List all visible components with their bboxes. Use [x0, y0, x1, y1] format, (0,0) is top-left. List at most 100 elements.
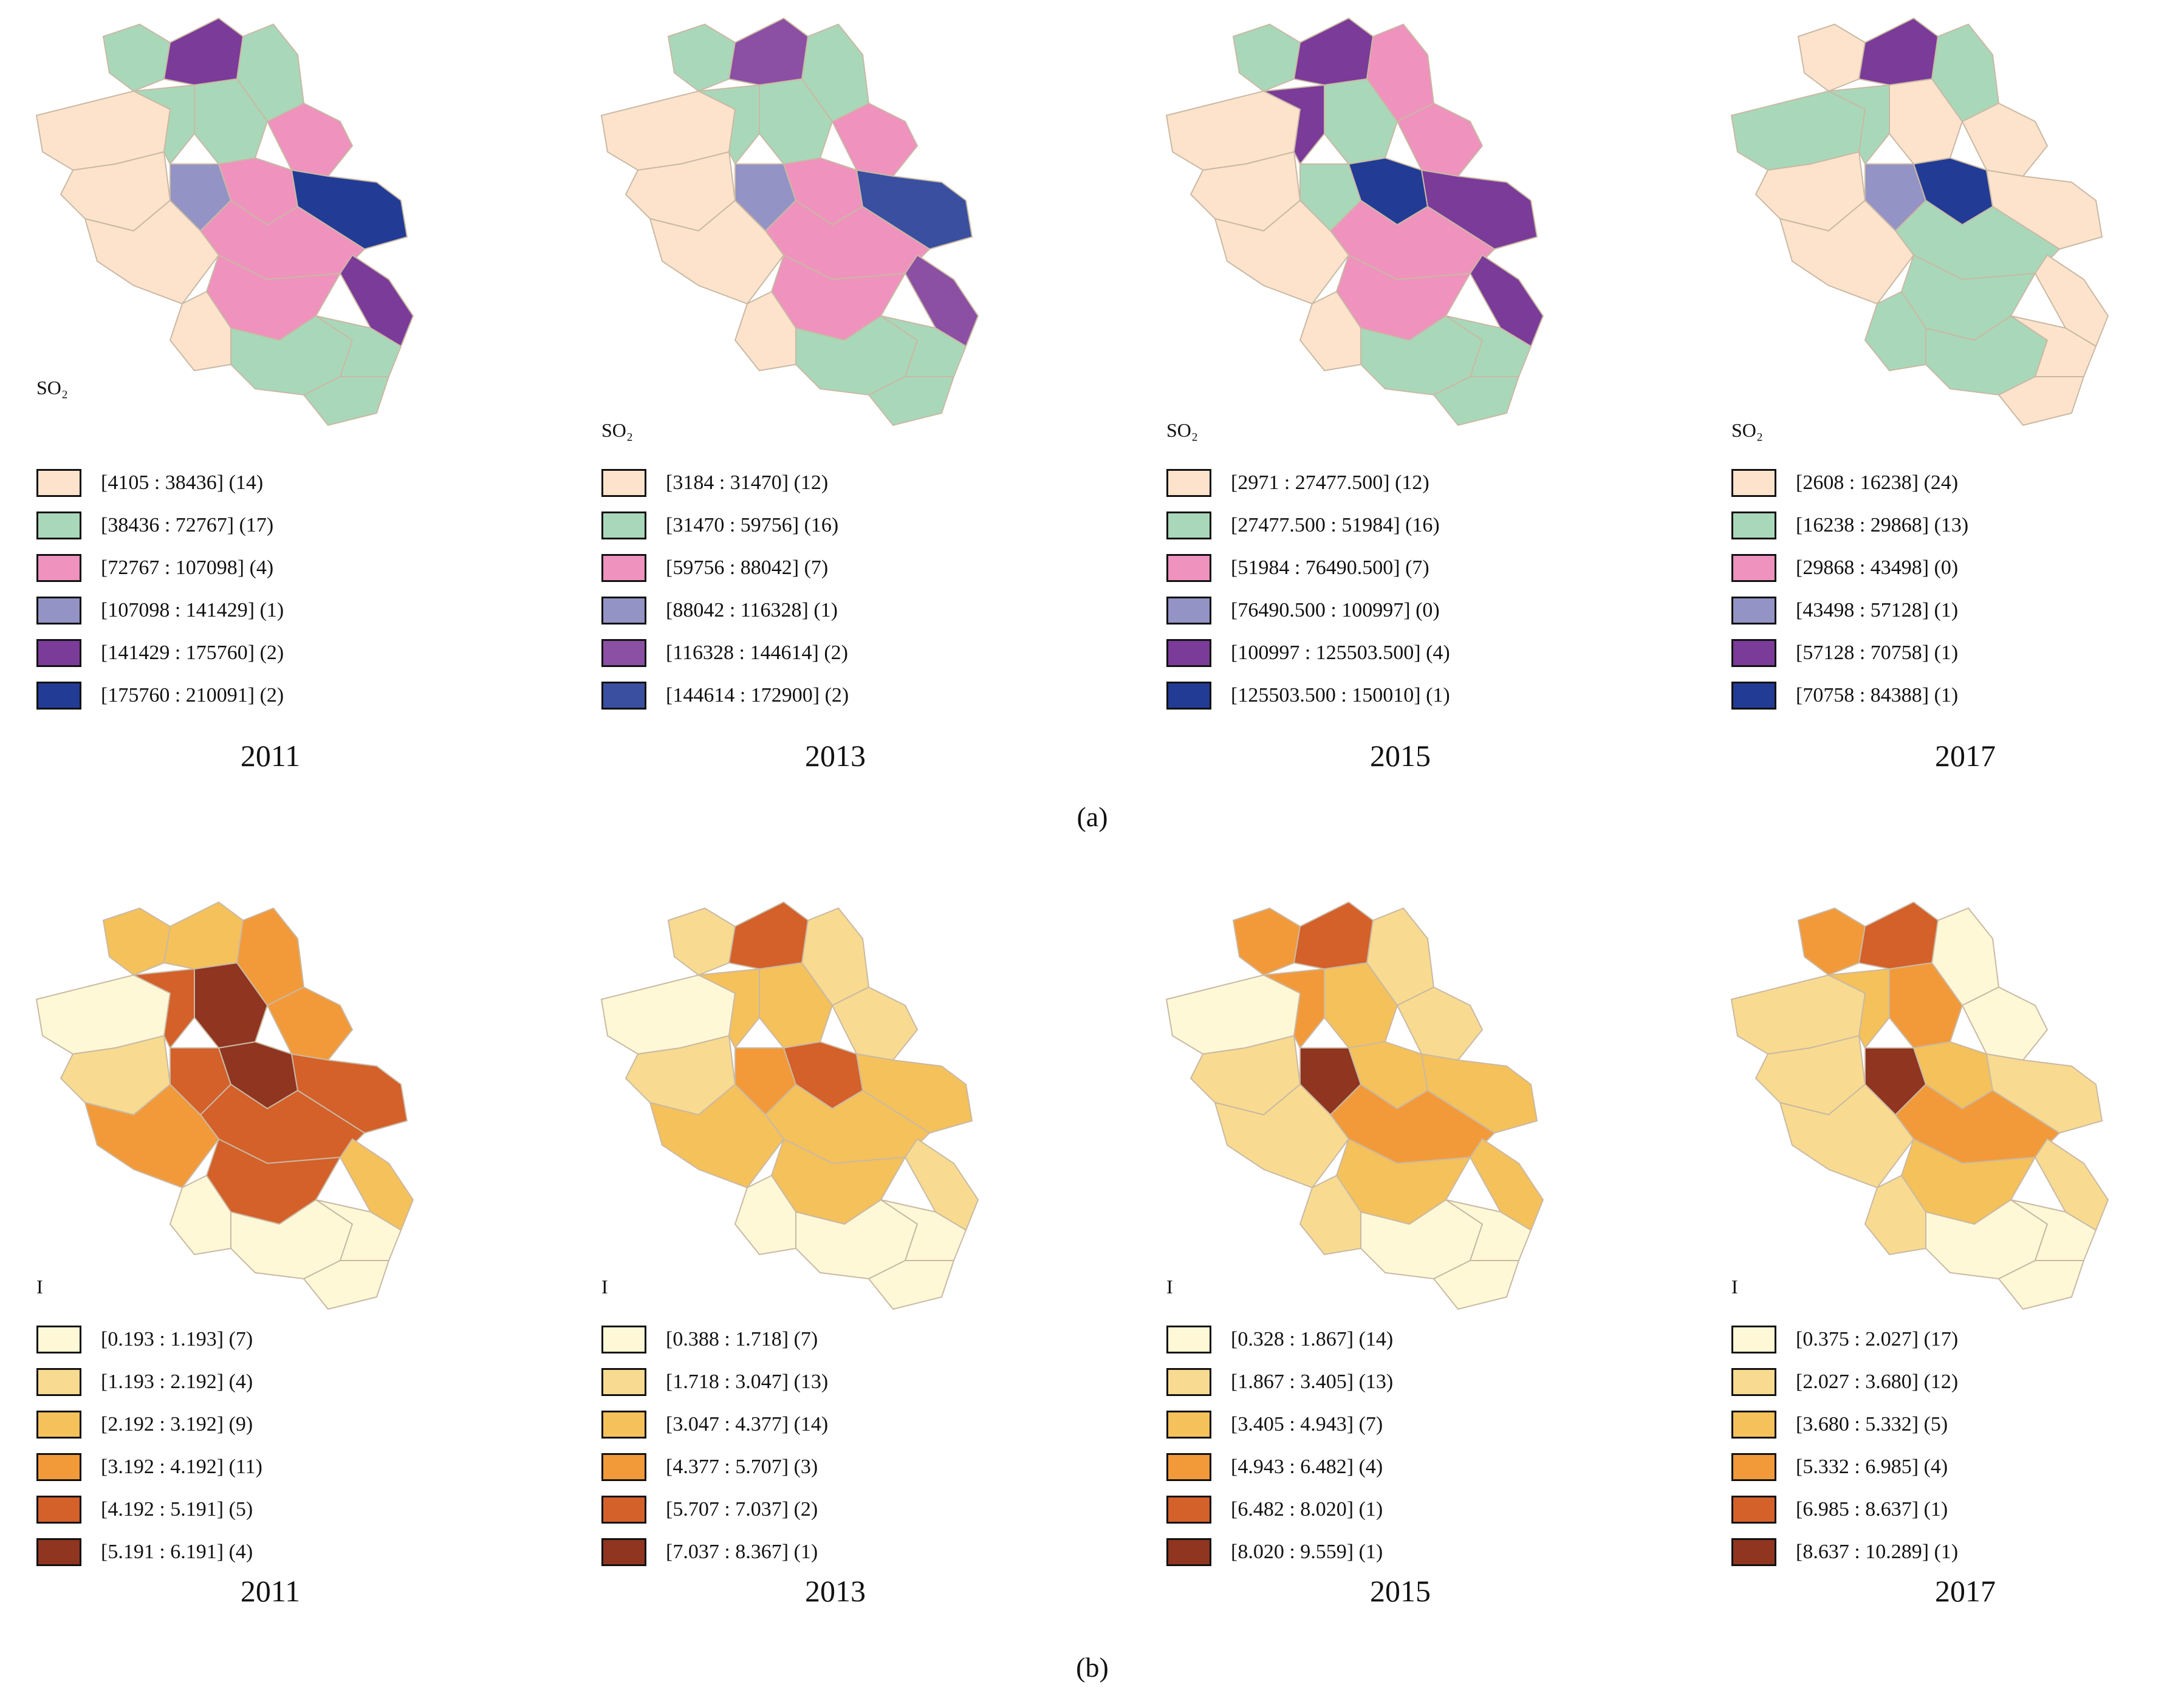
legend-swatch — [36, 639, 81, 667]
legend-item: [72767 : 107098] (4) — [36, 547, 284, 589]
year-label: 2013 — [805, 739, 866, 773]
legend-swatch — [601, 1326, 646, 1353]
district-region — [1997, 1260, 2085, 1310]
legend-swatch — [601, 1453, 646, 1481]
legend-swatch — [1166, 639, 1211, 667]
legend-title: I — [1731, 1276, 1738, 1298]
legend-label: [8.020 : 9.559] (1) — [1231, 1541, 1383, 1563]
district-region — [1214, 199, 1350, 305]
legend-item: [4105 : 38436] (14) — [36, 462, 284, 504]
legend-item: [70758 : 84388] (1) — [1731, 674, 1968, 717]
legend-item: [8.020 : 9.559] (1) — [1166, 1531, 1393, 1573]
legend-title: SO₂ — [1166, 419, 1199, 441]
district-region — [1214, 1083, 1350, 1189]
legend-item: [141429 : 175760] (2) — [36, 632, 284, 674]
legend-label: [2608 : 16238] (24) — [1796, 471, 1959, 494]
legend-item: [5.191 : 6.191] (4) — [36, 1531, 262, 1573]
district-region — [1433, 1260, 1520, 1310]
legend-item: [31470 : 59756] (16) — [601, 504, 849, 547]
legend-swatch — [1166, 682, 1211, 710]
map-panel-a-2011: SO₂ [4105 : 38436] (14) [38436 : 72767] (… — [12, 0, 535, 790]
legend-item: [57128 : 70758] (1) — [1731, 632, 1968, 674]
legend-swatch — [1731, 1453, 1776, 1481]
region-map — [600, 17, 979, 426]
legend-swatch — [601, 639, 646, 667]
legend-label: [6.985 : 8.637] (1) — [1796, 1498, 1948, 1521]
district-region — [84, 1083, 220, 1189]
legend-swatch — [36, 1326, 81, 1353]
district-region — [1779, 1083, 1915, 1189]
region-map — [1165, 901, 1544, 1310]
region-map — [1730, 901, 2109, 1310]
legend-label: [4.192 : 5.191] (5) — [101, 1498, 253, 1521]
legend-title: I — [36, 1276, 43, 1298]
legend-label: [2.192 : 3.192] (9) — [101, 1413, 253, 1435]
legend-label: [31470 : 59756] (16) — [666, 514, 839, 536]
district-region — [1858, 17, 1939, 86]
legend-swatch — [36, 682, 81, 710]
legend-swatch — [1731, 1496, 1776, 1524]
legend-label: [72767 : 107098] (4) — [101, 556, 274, 579]
legend-label: [3.680 : 5.332] (5) — [1796, 1413, 1948, 1435]
legend-item: [1.867 : 3.405] (13) — [1166, 1361, 1393, 1403]
legend-label: [0.388 : 1.718] (7) — [666, 1328, 818, 1350]
year-label: 2013 — [805, 1574, 866, 1608]
district-region — [102, 907, 171, 976]
legend-label: [6.482 : 8.020] (1) — [1231, 1498, 1383, 1521]
legend-swatch — [1166, 1453, 1211, 1481]
legend-swatch — [36, 1368, 81, 1396]
legend-label: [51984 : 76490.500] (7) — [1231, 556, 1429, 579]
district-region — [1797, 23, 1866, 92]
legend-swatch — [601, 1496, 646, 1524]
year-label: 2015 — [1370, 739, 1431, 773]
legend-swatch — [601, 1538, 646, 1566]
legend: [0.375 : 2.027] (17) [2.027 : 3.680] (12)… — [1731, 1318, 1958, 1573]
legend-item: [4.192 : 5.191] (5) — [36, 1488, 262, 1531]
year-label: 2017 — [1935, 1574, 1996, 1608]
legend-item: [76490.500 : 100997] (0) — [1166, 589, 1450, 632]
legend-label: [38436 : 72767] (17) — [101, 514, 274, 536]
legend-label: [116328 : 144614] (2) — [666, 642, 848, 664]
legend-item: [38436 : 72767] (17) — [36, 504, 284, 547]
legend-label: [100997 : 125503.500] (4) — [1231, 642, 1450, 664]
legend-swatch — [36, 1538, 81, 1566]
legend-item: [43498 : 57128] (1) — [1731, 589, 1968, 632]
legend-swatch — [601, 682, 646, 710]
district-region — [1232, 907, 1301, 976]
legend-swatch — [1731, 682, 1776, 710]
legend-item: [1.193 : 2.192] (4) — [36, 1361, 262, 1403]
district-region — [667, 907, 736, 976]
map-panel-a-2013: SO₂ [3184 : 31470] (12) [31470 : 59756] (… — [577, 0, 1100, 790]
legend-label: [4.943 : 6.482] (4) — [1231, 1456, 1383, 1478]
district-region — [728, 17, 809, 86]
district-region — [1779, 199, 1915, 305]
legend-item: [88042 : 116328] (1) — [601, 589, 849, 632]
legend-swatch — [1731, 469, 1776, 497]
legend-label: [3184 : 31470] (12) — [666, 471, 829, 494]
legend-item: [107098 : 141429] (1) — [36, 589, 284, 632]
district-region — [649, 1083, 785, 1189]
legend-item: [0.375 : 2.027] (17) — [1731, 1318, 1958, 1361]
legend-swatch — [1731, 512, 1776, 539]
legend-item: [3.047 : 4.377] (14) — [601, 1403, 828, 1446]
legend-swatch — [36, 1411, 81, 1439]
legend: [2608 : 16238] (24) [16238 : 29868] (13) [… — [1731, 462, 1968, 717]
district-region — [868, 376, 955, 426]
legend-swatch — [601, 554, 646, 582]
legend-title: SO₂ — [1731, 419, 1764, 441]
legend-item: [1.718 : 3.047] (13) — [601, 1361, 828, 1403]
region-map — [1165, 17, 1544, 426]
legend: [0.388 : 1.718] (7) [1.718 : 3.047] (13) [… — [601, 1318, 828, 1573]
legend-swatch — [1166, 469, 1211, 497]
legend-swatch — [1166, 554, 1211, 582]
legend-label: [3.192 : 4.192] (11) — [101, 1456, 262, 1478]
legend-swatch — [1166, 512, 1211, 539]
legend-label: [125503.500 : 150010] (1) — [1231, 684, 1450, 707]
legend-swatch — [601, 512, 646, 539]
legend-item: [4.377 : 5.707] (3) — [601, 1446, 828, 1488]
legend-swatch — [1166, 1368, 1211, 1396]
legend-swatch — [36, 597, 81, 624]
legend-item: [175760 : 210091] (2) — [36, 674, 284, 717]
map-panel-a-2017: SO₂ [2608 : 16238] (24) [16238 : 29868] (… — [1707, 0, 2184, 790]
legend-swatch — [601, 1368, 646, 1396]
